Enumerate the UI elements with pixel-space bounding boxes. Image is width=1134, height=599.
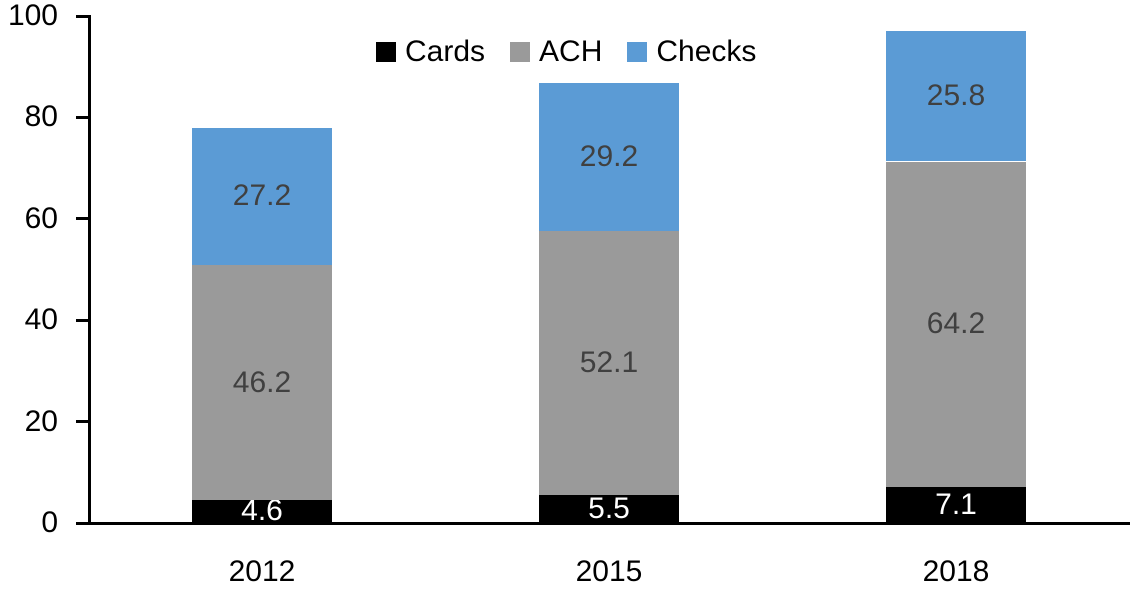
y-tick-label: 100 (7, 0, 58, 32)
x-tick-label-2015: 2015 (575, 555, 643, 588)
bar-segment-checks-2015: 29.2 (539, 82, 679, 231)
bar-segment-cards-2018: 7.1 (886, 487, 1026, 523)
bar-segment-checks-2012: 27.2 (192, 127, 332, 266)
y-tick-mark (76, 420, 88, 424)
y-axis-line (88, 14, 91, 525)
legend-label: ACH (539, 35, 603, 68)
legend-label: Cards (405, 35, 486, 68)
legend-item-cards: Cards (376, 37, 485, 67)
legend-swatch-icon (376, 42, 396, 62)
bar-segment-cards-2012: 4.6 (192, 496, 332, 526)
legend-swatch-icon (510, 42, 531, 62)
bar-value-label: 25.8 (926, 79, 986, 113)
y-tick-label: 40 (24, 303, 58, 337)
legend-swatch-icon (627, 42, 648, 62)
bar-value-label: 46.2 (232, 365, 292, 399)
bar-value-label: 5.5 (588, 492, 630, 526)
bar-segment-ach-2015: 52.1 (539, 230, 679, 496)
bar-segment-checks-2018: 25.8 (886, 30, 1026, 162)
bar-value-label: 52.1 (579, 346, 639, 380)
y-tick-mark (76, 318, 88, 322)
legend-item-checks: Checks (627, 37, 756, 67)
x-axis-line (76, 521, 1130, 525)
x-tick-label-2012: 2012 (228, 555, 296, 588)
y-tick-mark (76, 115, 88, 119)
y-tick-label: 20 (24, 404, 58, 438)
x-tick-label-2018: 2018 (922, 555, 990, 588)
y-tick-label: 60 (24, 201, 58, 235)
y-tick-mark (76, 217, 88, 221)
bar-value-label: 7.1 (935, 487, 977, 521)
legend: Cards ACH Checks (376, 37, 756, 67)
bar-segment-cards-2015: 5.5 (539, 492, 679, 526)
bar-value-label: 64.2 (926, 307, 986, 341)
y-tick-mark (76, 14, 88, 18)
bar-value-label: 4.6 (241, 494, 283, 528)
y-tick-label: 80 (24, 100, 58, 134)
bar-segment-ach-2018: 64.2 (886, 161, 1026, 487)
legend-label: Checks (656, 35, 757, 68)
legend-item-ach: ACH (510, 37, 602, 67)
bar-segment-ach-2012: 46.2 (192, 265, 332, 500)
bar-value-label: 27.2 (232, 179, 292, 213)
y-tick-label: 0 (41, 506, 58, 539)
bar-value-label: 29.2 (579, 139, 639, 173)
